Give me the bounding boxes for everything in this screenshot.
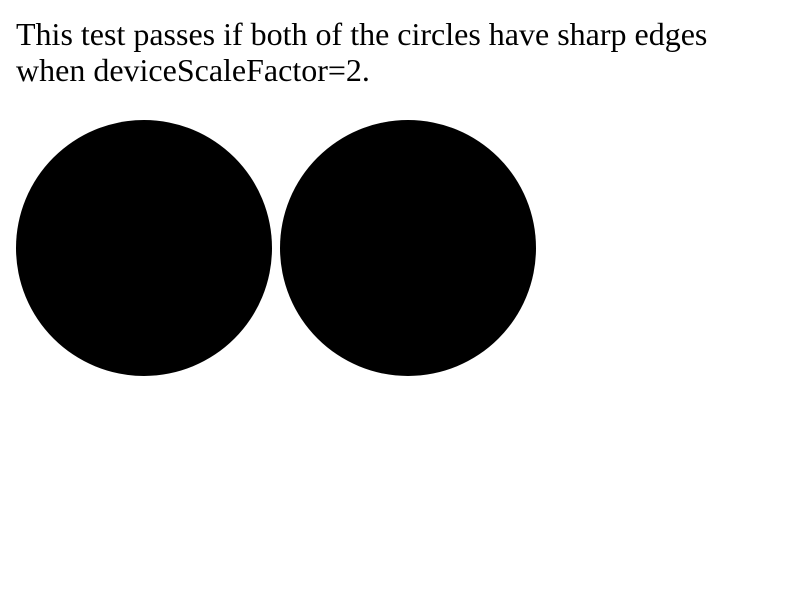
left-circle [16,120,272,376]
right-circle [280,120,536,376]
test-description: This test passes if both of the circles … [16,16,708,88]
